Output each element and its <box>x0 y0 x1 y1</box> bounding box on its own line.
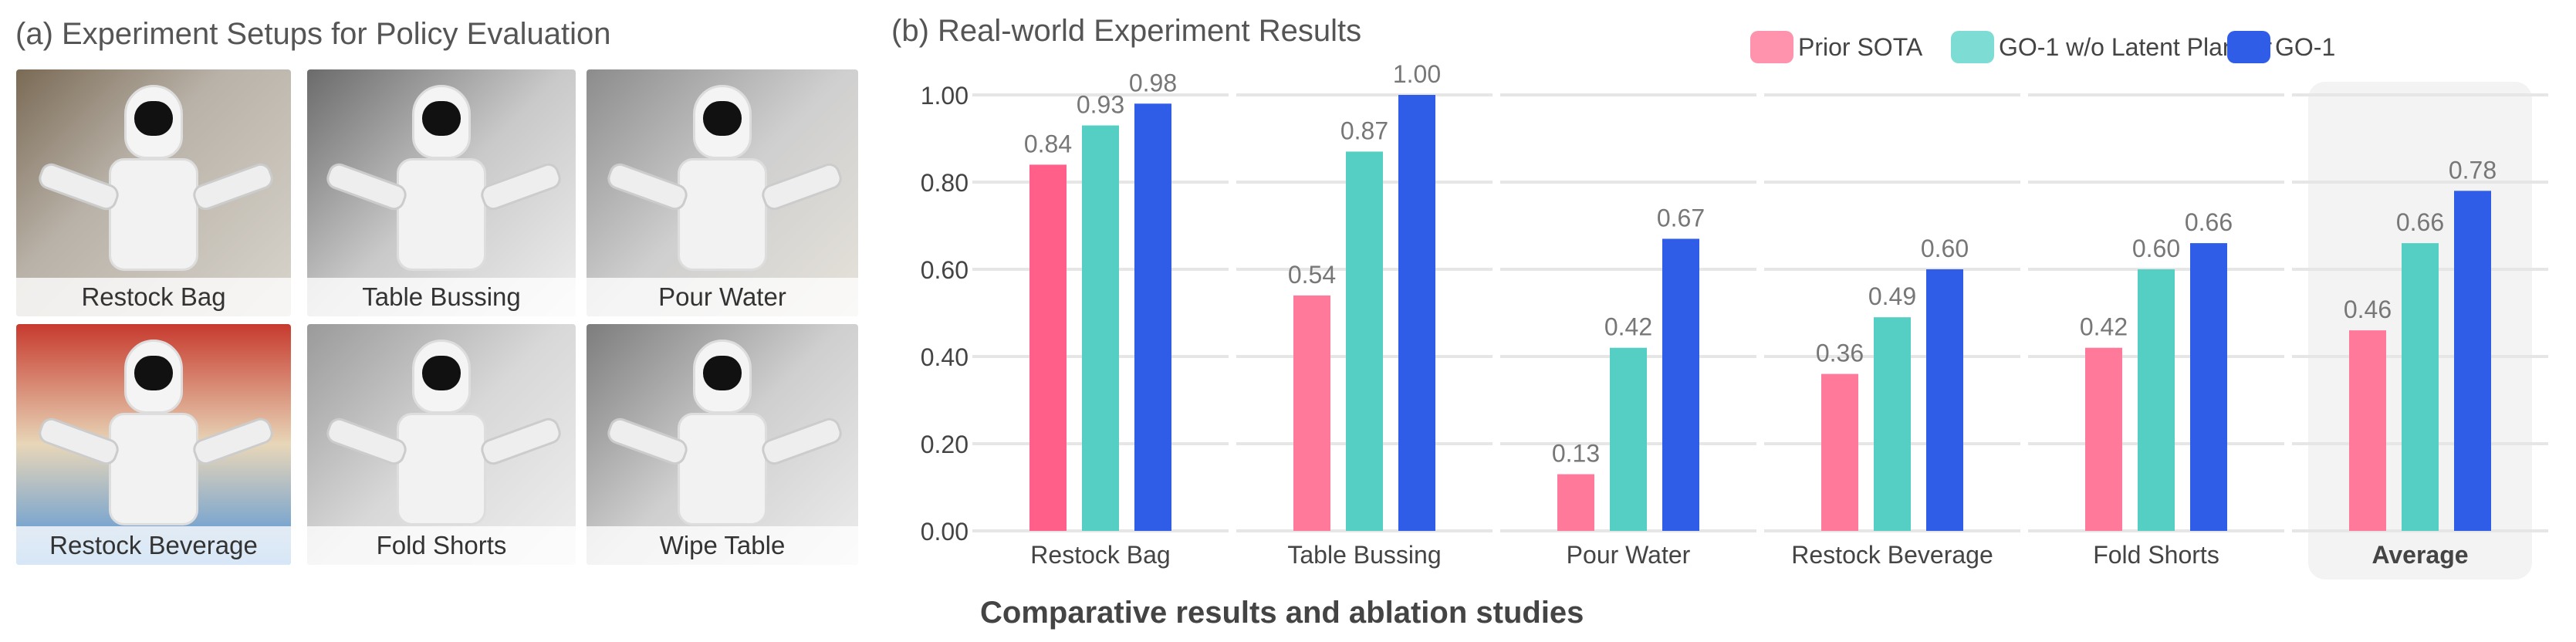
x-category-label: Table Bussing <box>1287 541 1441 569</box>
x-category-label: Fold Shorts <box>2093 541 2219 569</box>
legend-item-prior-sota: Prior SOTA <box>1750 31 1922 63</box>
bar-value-label: 0.49 <box>1868 282 1916 310</box>
bar <box>2190 243 2227 531</box>
bar-value-label: 0.54 <box>1288 261 1336 289</box>
y-tick-label: 0.40 <box>921 343 969 371</box>
y-tick-label: 0.60 <box>921 256 969 284</box>
legend-swatch <box>1951 31 1994 63</box>
bar <box>1557 474 1594 531</box>
bar <box>1662 238 1699 531</box>
robot-illustration <box>604 85 845 286</box>
bar <box>1926 269 1963 531</box>
setup-photo: Table Bussing <box>307 69 576 316</box>
setup-photo: Pour Water <box>587 69 858 316</box>
photo-label: Restock Bag <box>16 278 291 316</box>
figure-caption: Comparative results and ablation studies <box>980 596 1584 630</box>
robot-illustration <box>604 340 845 540</box>
bar-value-label: 0.87 <box>1340 117 1388 144</box>
bar-value-label: 0.46 <box>2344 296 2392 323</box>
legend-label: Prior SOTA <box>1798 32 1923 61</box>
photo-label: Table Bussing <box>307 278 576 316</box>
bar <box>1293 295 1330 531</box>
bar-value-label: 0.98 <box>1129 69 1177 96</box>
bar-value-label: 0.13 <box>1552 440 1600 468</box>
x-category-label: Restock Beverage <box>1791 541 1993 569</box>
bar <box>2454 191 2491 532</box>
bar <box>1610 347 1647 531</box>
setup-photo: Restock Bag <box>16 69 291 316</box>
legend-swatch <box>1750 31 1793 63</box>
bar-value-label: 0.42 <box>2080 313 2128 341</box>
bar <box>2085 347 2122 531</box>
bar-value-label: 0.84 <box>1024 130 1072 157</box>
bar-value-label: 0.42 <box>1604 313 1652 341</box>
bar <box>1029 164 1067 531</box>
y-tick-label: 0.20 <box>921 431 969 458</box>
bar <box>1346 151 1383 531</box>
y-tick-label: 1.00 <box>921 82 969 110</box>
legend-label: GO-1 <box>2275 32 2336 61</box>
bar-value-label: 0.60 <box>1921 235 1969 262</box>
legend-item-go1-wo-latent-planner: GO-1 w/o Latent Planner <box>1951 31 2272 63</box>
robot-illustration <box>35 340 276 540</box>
bar-value-label: 0.36 <box>1816 340 1864 367</box>
x-category-label: Restock Bag <box>1030 541 1170 569</box>
setup-photo: Restock Beverage <box>16 324 291 565</box>
bar <box>2138 269 2175 531</box>
bar-value-label: 0.60 <box>2132 235 2180 262</box>
photo-label: Pour Water <box>587 278 858 316</box>
legend-label: GO-1 w/o Latent Planner <box>1999 32 2272 61</box>
robot-illustration <box>323 85 564 286</box>
setup-photo: Wipe Table <box>587 324 858 565</box>
bar-value-label: 0.66 <box>2185 208 2233 236</box>
photo-label: Wipe Table <box>587 526 858 565</box>
bar-value-label: 0.66 <box>2396 208 2444 236</box>
bar <box>1874 317 1911 531</box>
setup-photo: Fold Shorts <box>307 324 576 565</box>
y-tick-label: 0.80 <box>921 169 969 197</box>
bar-value-label: 0.93 <box>1077 91 1124 119</box>
bar-value-label: 0.67 <box>1657 204 1705 231</box>
bar <box>2349 330 2386 531</box>
y-tick-label: 0.00 <box>921 518 969 546</box>
photo-label: Restock Beverage <box>16 526 291 565</box>
x-category-label: Average <box>2371 541 2468 569</box>
legend-item-go1: GO-1 <box>2227 31 2335 63</box>
photo-label: Fold Shorts <box>307 526 576 565</box>
bar-value-label: 1.00 <box>1393 60 1441 88</box>
robot-illustration <box>35 85 276 286</box>
bar <box>1082 125 1119 532</box>
x-category-label: Pour Water <box>1567 541 1691 569</box>
bar-value-label: 0.78 <box>2449 156 2497 184</box>
bar <box>1134 103 1171 532</box>
bar <box>1398 95 1435 531</box>
robot-illustration <box>323 340 564 540</box>
bar <box>1821 373 1858 531</box>
panel-a-title: (a) Experiment Setups for Policy Evaluat… <box>15 17 611 51</box>
bar <box>2402 243 2439 531</box>
panel-b-title: (b) Real-world Experiment Results <box>891 14 1362 48</box>
legend-swatch <box>2227 31 2270 63</box>
